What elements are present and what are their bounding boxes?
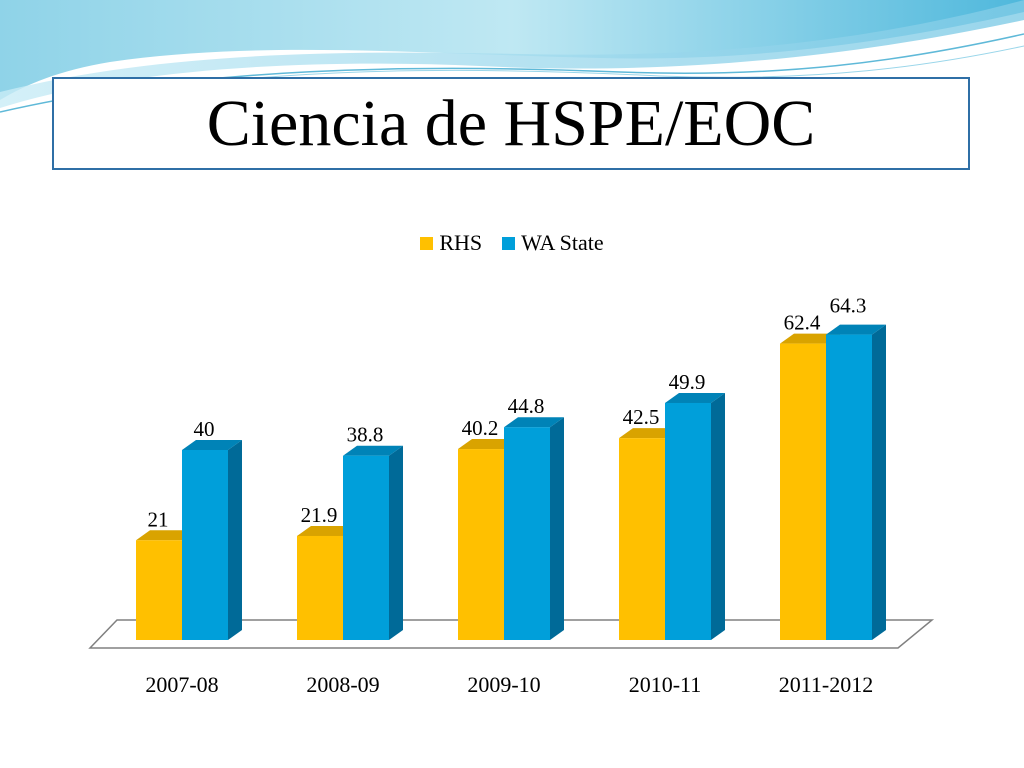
bar-rhs-2011-2012 — [780, 343, 826, 640]
bar-side-wa-state-2008-09 — [389, 445, 403, 640]
bar-top-wa-state-2011-2012 — [826, 324, 886, 335]
bar-top-rhs-2011-2012 — [780, 333, 840, 344]
bar-top-rhs-2009-10 — [458, 439, 518, 450]
slide-title: Ciencia de HSPE/EOC — [206, 86, 816, 160]
x-tick-label-2007-08: 2007-08 — [145, 672, 218, 697]
x-tick-label-2008-09: 2008-09 — [306, 672, 379, 697]
value-label-rhs-2008-09: 21.9 — [301, 503, 338, 527]
bar-wa-state-2010-11 — [665, 402, 711, 640]
bar-side-wa-state-2010-11 — [711, 392, 725, 640]
bar-side-wa-state-2011-2012 — [872, 324, 886, 640]
value-label-rhs-2011-2012: 62.4 — [784, 311, 821, 335]
legend-swatch-wa-state — [502, 236, 516, 250]
bar-top-wa-state-2009-10 — [504, 417, 564, 428]
legend-label-wa-state: WA State — [521, 230, 604, 255]
legend-label-rhs: RHS — [439, 230, 483, 255]
bar-wa-state-2008-09 — [343, 455, 389, 640]
value-label-wa-state-2007-08: 40 — [194, 417, 215, 441]
legend-item-wa-state: WA State — [502, 230, 604, 256]
value-label-rhs-2010-11: 42.5 — [623, 405, 660, 429]
bar-side-wa-state-2007-08 — [228, 440, 242, 640]
x-tick-label-2010-11: 2010-11 — [629, 672, 702, 697]
bar-top-wa-state-2008-09 — [343, 445, 403, 456]
value-label-rhs-2009-10: 40.2 — [462, 416, 499, 440]
value-label-rhs-2007-08: 21 — [148, 507, 169, 531]
bar-top-wa-state-2010-11 — [665, 392, 725, 403]
value-label-wa-state-2009-10: 44.8 — [508, 394, 545, 418]
bar-top-rhs-2010-11 — [619, 428, 679, 439]
legend-swatch-rhs — [420, 236, 434, 250]
bar-wa-state-2009-10 — [504, 427, 550, 640]
bar-top-rhs-2008-09 — [297, 525, 357, 536]
legend-item-rhs: RHS — [420, 230, 482, 256]
bar-top-wa-state-2007-08 — [182, 440, 242, 450]
value-label-wa-state-2010-11: 49.9 — [669, 370, 706, 394]
x-tick-label-2011-2012: 2011-2012 — [779, 672, 874, 697]
bar-wa-state-2007-08 — [182, 450, 228, 640]
bar-top-rhs-2007-08 — [136, 530, 196, 541]
bar-rhs-2008-09 — [297, 535, 343, 640]
value-label-wa-state-2008-09: 38.8 — [347, 423, 384, 447]
chart-legend: RHS WA State — [0, 230, 1024, 256]
x-tick-label-2009-10: 2009-10 — [467, 672, 540, 697]
bar-rhs-2007-08 — [136, 540, 182, 640]
bar-wa-state-2011-2012 — [826, 334, 872, 640]
bar-rhs-2010-11 — [619, 438, 665, 640]
title-box: Ciencia de HSPE/EOC — [52, 77, 970, 170]
bar-side-wa-state-2009-10 — [550, 417, 564, 640]
bar-rhs-2009-10 — [458, 449, 504, 640]
value-label-wa-state-2011-2012: 64.3 — [830, 294, 867, 318]
